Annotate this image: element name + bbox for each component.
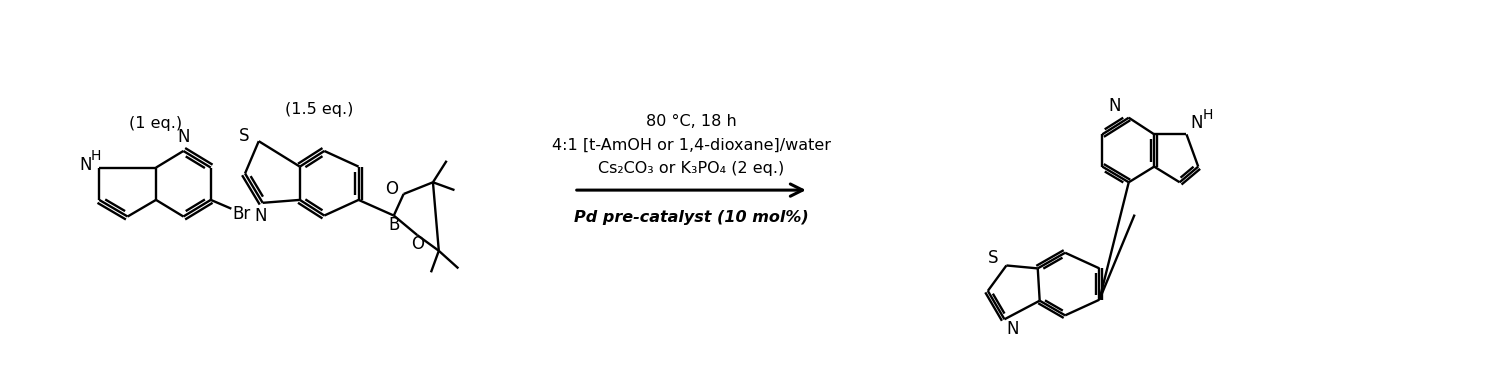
Text: N: N — [177, 128, 189, 146]
Text: Cs₂CO₃ or K₃PO₄ (2 eq.): Cs₂CO₃ or K₃PO₄ (2 eq.) — [598, 161, 784, 176]
Text: N: N — [1006, 320, 1018, 338]
Text: B: B — [388, 216, 400, 234]
Text: H: H — [1203, 108, 1214, 122]
Text: 80 °C, 18 h: 80 °C, 18 h — [646, 114, 736, 129]
Text: (1 eq.): (1 eq.) — [129, 116, 183, 131]
Text: O: O — [410, 235, 424, 253]
Text: O: O — [386, 180, 398, 198]
Text: Br: Br — [231, 205, 251, 223]
Text: N: N — [1108, 97, 1122, 115]
Text: N: N — [1190, 113, 1203, 131]
Text: N: N — [254, 207, 267, 225]
Text: 4:1 [t-AmOH or 1,4-dioxane]/water: 4:1 [t-AmOH or 1,4-dioxane]/water — [551, 138, 831, 152]
Text: (1.5 eq.): (1.5 eq.) — [285, 102, 353, 117]
Text: H: H — [90, 149, 101, 163]
Text: Pd pre-catalyst (10 mol%): Pd pre-catalyst (10 mol%) — [574, 210, 808, 225]
Text: S: S — [987, 249, 997, 267]
Text: N: N — [80, 156, 92, 174]
Text: S: S — [239, 127, 249, 145]
